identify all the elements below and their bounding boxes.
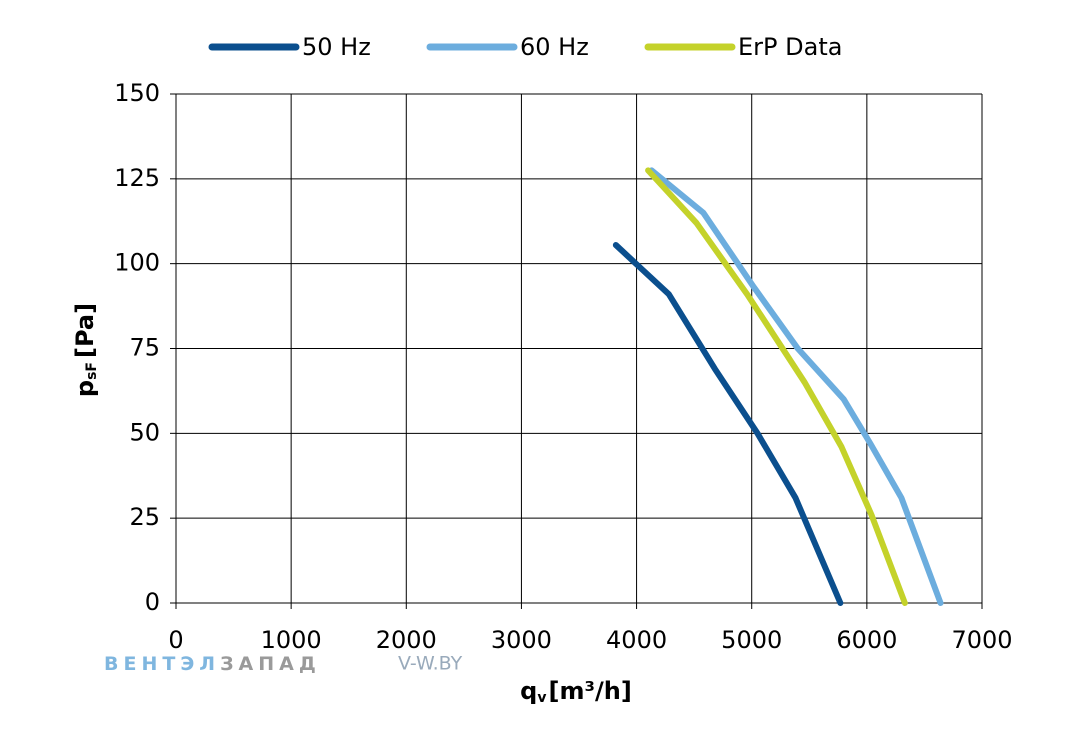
y-label-sub: sF [84,362,100,380]
y-tick-label: 125 [114,164,160,192]
x-tick-label: 4000 [606,626,667,654]
legend-label: ErP Data [738,33,842,61]
watermark-part2: ЗАПАД [220,653,321,675]
x-tick-label: 7000 [951,626,1012,654]
x-label-sub: v [537,690,546,706]
y-tick-label: 100 [114,249,160,277]
x-tick-label: 1000 [261,626,322,654]
legend-label: 50 Hz [302,33,371,61]
x-label-unit: [m³/h] [549,677,632,705]
y-tick-label: 25 [129,503,160,531]
x-label-main: q [520,677,537,705]
x-axis-label: qv[m³/h] [520,677,632,706]
y-label-unit: [Pa] [71,303,99,358]
x-tick-label: 2000 [376,626,437,654]
x-tick-label: 3000 [491,626,552,654]
data-line [645,167,908,606]
watermark-site: V-W.BY [398,653,463,675]
y-tick-label: 0 [145,588,160,616]
x-tick-label: 5000 [721,626,782,654]
x-tick-label: 0 [168,626,183,654]
y-tick-label: 50 [129,418,160,446]
data-line [612,242,844,606]
y-axis-label: psF [Pa] [71,303,100,397]
data-line [648,167,944,606]
x-tick-label: 6000 [836,626,897,654]
legend-label: 60 Hz [520,33,589,61]
y-label-main: p [71,380,99,397]
watermark: ВЕНТЭЛЗАПАД [104,653,321,675]
y-tick-label: 150 [114,79,160,107]
watermark-part1: ВЕНТЭЛ [104,653,220,675]
y-tick-label: 75 [129,334,160,362]
